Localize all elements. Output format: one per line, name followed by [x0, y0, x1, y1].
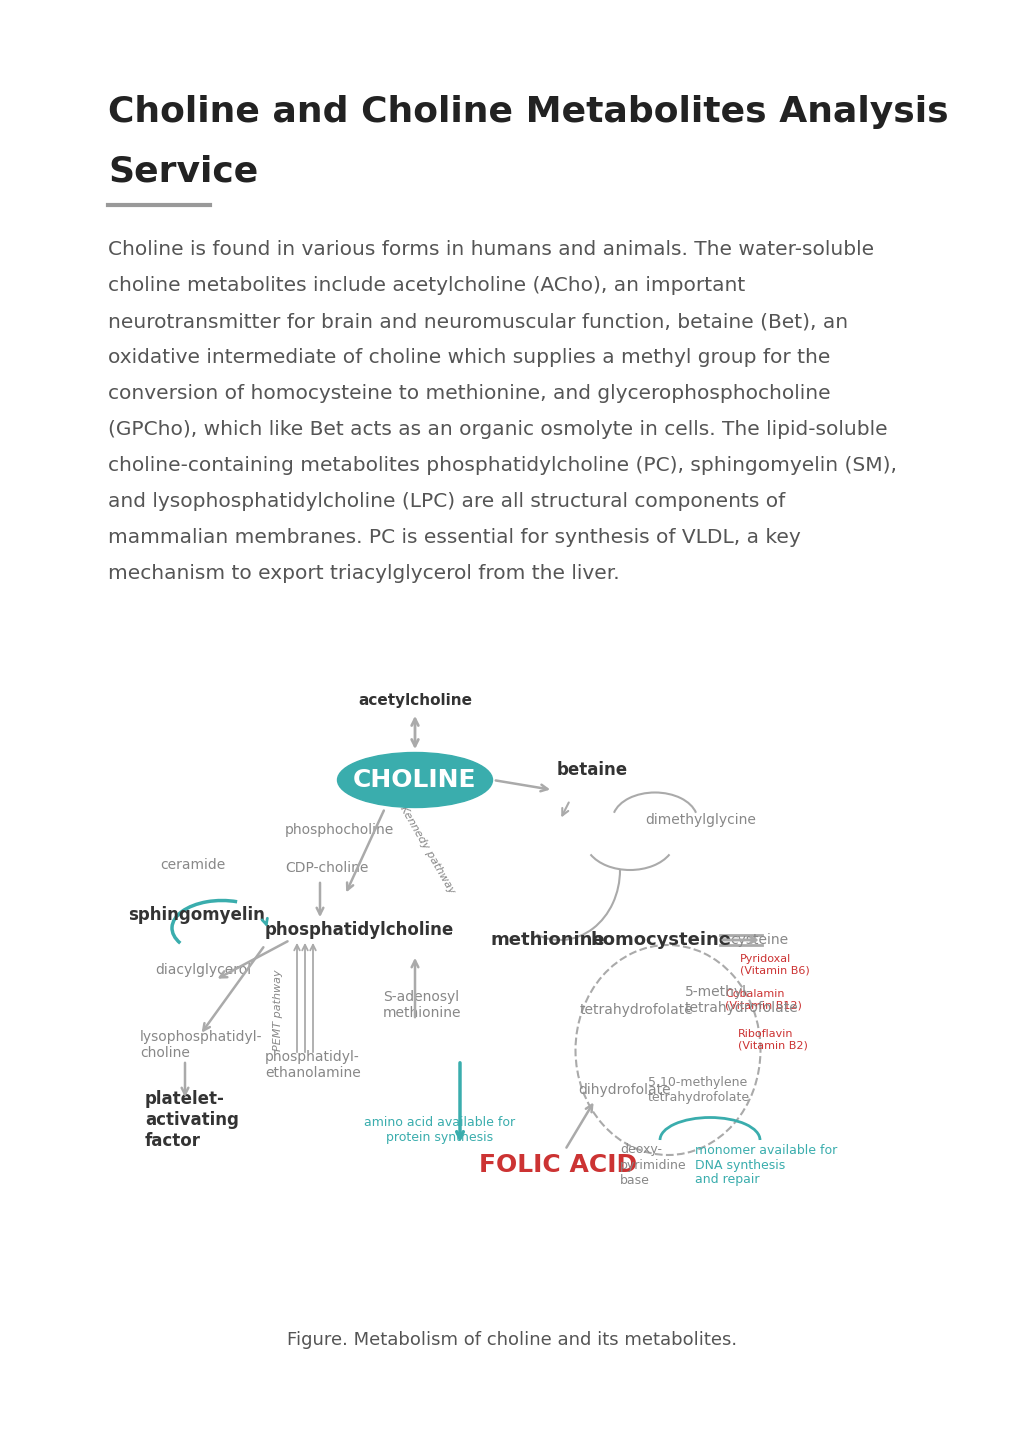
Text: homocysteine: homocysteine	[590, 930, 731, 949]
Text: and lysophosphatidylcholine (LPC) are all structural components of: and lysophosphatidylcholine (LPC) are al…	[108, 492, 786, 511]
Text: 5,10-methylene
tetrahydrofolate: 5,10-methylene tetrahydrofolate	[648, 1077, 750, 1104]
Text: Choline and Choline Metabolites Analysis: Choline and Choline Metabolites Analysis	[108, 96, 948, 129]
Text: Figure. Metabolism of choline and its metabolites.: Figure. Metabolism of choline and its me…	[286, 1331, 737, 1349]
Text: platelet-
activating
factor: platelet- activating factor	[145, 1090, 239, 1150]
Text: Riboflavin
(Vitamin B2): Riboflavin (Vitamin B2)	[738, 1029, 808, 1051]
Text: conversion of homocysteine to methionine, and glycerophosphocholine: conversion of homocysteine to methionine…	[108, 383, 831, 404]
Text: amino acid available for
protein synthesis: amino acid available for protein synthes…	[364, 1116, 516, 1145]
Text: Service: Service	[108, 155, 258, 190]
Text: mammalian membranes. PC is essential for synthesis of VLDL, a key: mammalian membranes. PC is essential for…	[108, 528, 801, 547]
Text: lysophosphatidyl-
choline: lysophosphatidyl- choline	[140, 1030, 263, 1061]
Text: oxidative intermediate of choline which supplies a methyl group for the: oxidative intermediate of choline which …	[108, 347, 831, 368]
Text: Choline is found in various forms in humans and animals. The water-soluble: Choline is found in various forms in hum…	[108, 240, 874, 259]
Text: phosphocholine: phosphocholine	[285, 823, 394, 836]
Text: Kennedy pathway: Kennedy pathway	[398, 805, 456, 896]
Text: diacylglycerol: diacylglycerol	[155, 964, 251, 977]
Text: ceramide: ceramide	[161, 858, 226, 873]
Ellipse shape	[338, 752, 492, 807]
Text: cysteine: cysteine	[730, 933, 788, 946]
Text: dimethylglycine: dimethylglycine	[644, 813, 756, 828]
Text: choline metabolites include acetylcholine (ACho), an important: choline metabolites include acetylcholin…	[108, 276, 745, 295]
Text: deoxy-
pyrimidine
base: deoxy- pyrimidine base	[620, 1143, 686, 1187]
Text: choline-containing metabolites phosphatidylcholine (PC), sphingomyelin (SM),: choline-containing metabolites phosphati…	[108, 456, 897, 475]
Text: mechanism to export triacylglycerol from the liver.: mechanism to export triacylglycerol from…	[108, 564, 620, 583]
Text: acetylcholine: acetylcholine	[358, 693, 472, 708]
Text: CHOLINE: CHOLINE	[353, 768, 477, 792]
Text: betaine: betaine	[557, 761, 628, 778]
Text: tetrahydrofolate: tetrahydrofolate	[580, 1003, 694, 1017]
Text: (GPCho), which like Bet acts as an organic osmolyte in cells. The lipid-soluble: (GPCho), which like Bet acts as an organ…	[108, 420, 888, 438]
Text: S-adenosyl
methionine: S-adenosyl methionine	[383, 990, 461, 1020]
Text: Cobalamin
(Vitamin B12): Cobalamin (Vitamin B12)	[725, 990, 802, 1011]
Text: methionine: methionine	[490, 930, 605, 949]
Text: monomer available for
DNA synthesis
and repair: monomer available for DNA synthesis and …	[695, 1143, 837, 1187]
Text: FOLIC ACID: FOLIC ACID	[479, 1153, 637, 1176]
Text: Pyridoxal
(Vitamin B6): Pyridoxal (Vitamin B6)	[740, 954, 810, 975]
Text: phosphatidyl-
ethanolamine: phosphatidyl- ethanolamine	[265, 1051, 361, 1079]
Text: dihydrofolate: dihydrofolate	[578, 1082, 671, 1097]
Text: 5-methyl-
tetrahydrofolate: 5-methyl- tetrahydrofolate	[685, 985, 799, 1016]
Text: CDP-choline: CDP-choline	[285, 861, 368, 875]
Text: phosphatidylcholine: phosphatidylcholine	[265, 920, 454, 939]
Text: neurotransmitter for brain and neuromuscular function, betaine (Bet), an: neurotransmitter for brain and neuromusc…	[108, 313, 848, 331]
Text: PEMT pathway: PEMT pathway	[273, 969, 283, 1051]
Text: sphingomyelin: sphingomyelin	[128, 906, 265, 925]
